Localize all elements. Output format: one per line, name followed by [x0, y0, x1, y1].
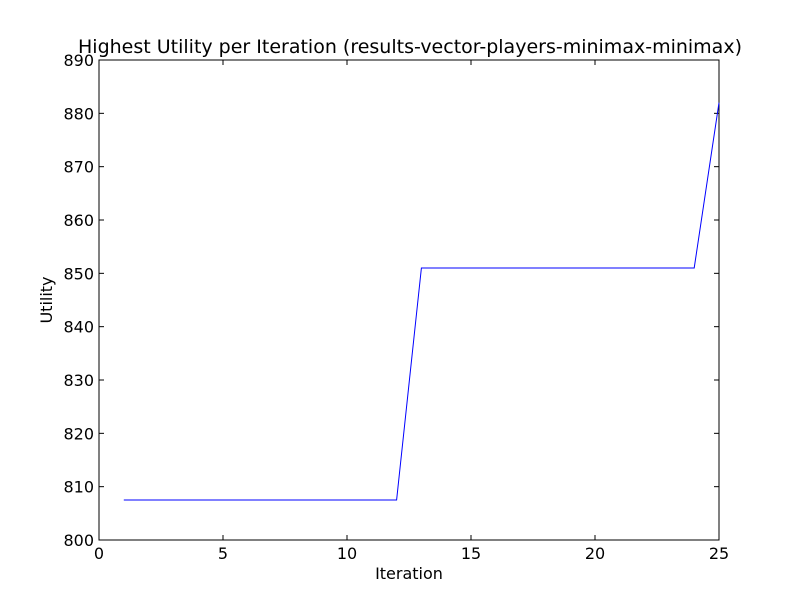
- x-tick-label: 15: [461, 544, 481, 563]
- x-axis-label: Iteration: [375, 564, 443, 583]
- data-point: [570, 268, 571, 269]
- data-point: [322, 500, 323, 501]
- data-point: [347, 500, 348, 501]
- data-point: [495, 268, 496, 269]
- x-tick-label: 0: [94, 544, 104, 563]
- data-point: [471, 268, 472, 269]
- data-point: [173, 500, 174, 501]
- y-tick-label: 860: [63, 211, 94, 230]
- series-layer: [123, 102, 720, 501]
- data-point: [545, 268, 546, 269]
- y-axis: 800 810 820 830 840 850 860 870 880 890: [63, 51, 719, 550]
- y-tick-label: 810: [63, 478, 94, 497]
- x-axis: 0 5 10 15 20 25: [94, 60, 729, 563]
- data-point: [644, 268, 645, 269]
- data-point: [595, 268, 596, 269]
- y-tick-label: 870: [63, 158, 94, 177]
- data-point: [148, 500, 149, 501]
- y-tick-label: 800: [63, 531, 94, 550]
- data-point: [223, 500, 224, 501]
- data-point: [719, 102, 720, 103]
- y-tick-label: 880: [63, 104, 94, 123]
- data-point: [520, 268, 521, 269]
- x-tick-label: 25: [709, 544, 729, 563]
- y-tick-label: 850: [63, 264, 94, 283]
- x-tick-label: 10: [337, 544, 357, 563]
- plot-frame: [98, 59, 720, 541]
- data-point: [371, 500, 372, 501]
- data-point: [421, 268, 422, 269]
- chart-title: Highest Utility per Iteration (results-v…: [78, 36, 742, 58]
- data-point: [247, 500, 248, 501]
- series-line: [123, 102, 720, 501]
- data-point: [297, 500, 298, 501]
- data-point: [272, 500, 273, 501]
- x-tick-label: 5: [218, 544, 228, 563]
- data-point: [669, 268, 670, 269]
- plot-area: [98, 59, 720, 541]
- data-point: [446, 268, 447, 269]
- y-axis-label: Utility: [37, 276, 56, 323]
- data-point: [619, 268, 620, 269]
- y-tick-label: 830: [63, 371, 94, 390]
- y-tick-label: 840: [63, 318, 94, 337]
- x-tick-label: 20: [585, 544, 605, 563]
- data-point: [123, 500, 124, 501]
- data-point: [198, 500, 199, 501]
- y-tick-label: 820: [63, 424, 94, 443]
- data-point: [694, 268, 695, 269]
- data-point: [396, 500, 397, 501]
- y-tick-label: 890: [63, 51, 94, 70]
